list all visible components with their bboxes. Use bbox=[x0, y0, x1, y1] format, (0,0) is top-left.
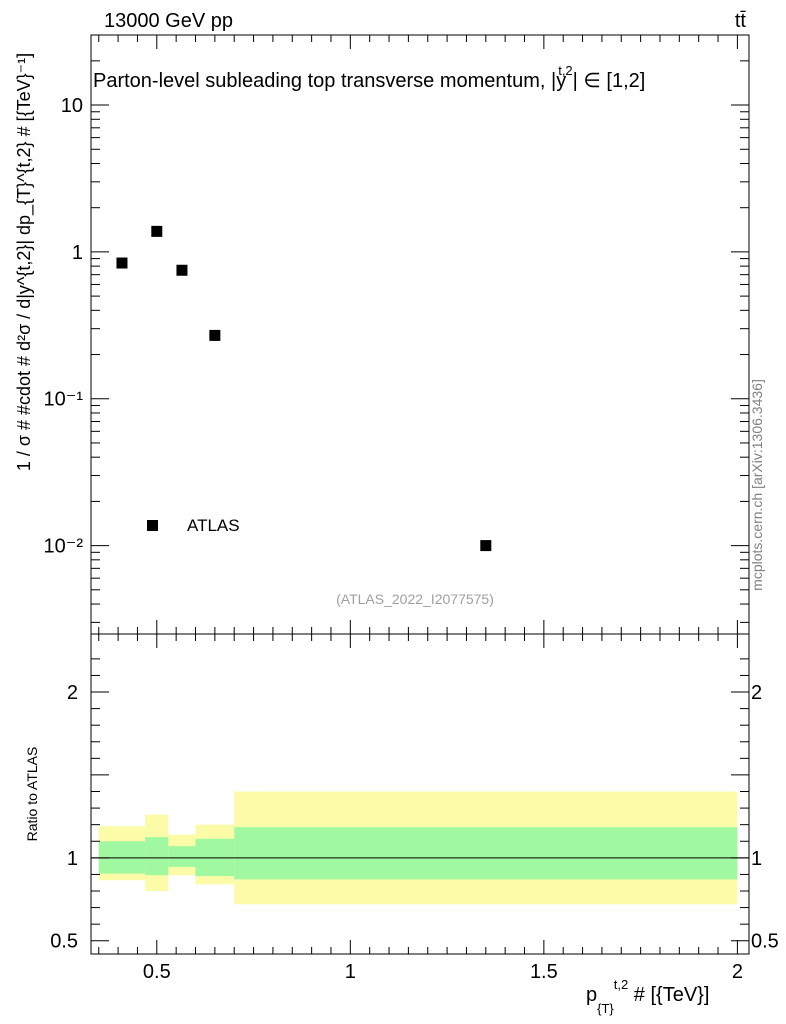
main-y-tick-label: 10⁻² bbox=[44, 536, 84, 558]
ratio-inner-band-1 bbox=[145, 837, 169, 876]
data-point-1 bbox=[151, 225, 163, 237]
ratio-bands bbox=[98, 791, 738, 905]
x-tick-label: 1.5 bbox=[530, 961, 558, 983]
data-point-2 bbox=[176, 264, 188, 276]
legend-label: ATLAS bbox=[187, 516, 240, 535]
data-point-0 bbox=[116, 257, 128, 269]
ratio-inner-band-2 bbox=[168, 846, 196, 867]
main-y-axis-title: 1 / σ # #cdot # d²σ / d|y^{t,2}| dp_{T}^… bbox=[14, 53, 35, 471]
process-label: tt̄ bbox=[735, 10, 747, 32]
axis-ticks bbox=[91, 34, 749, 954]
x-tick-label: 2 bbox=[732, 961, 743, 983]
main-y-tick-label: 10 bbox=[61, 95, 83, 117]
plot-title: Parton-level subleading top transverse m… bbox=[93, 63, 646, 93]
ratio-inner-band-4 bbox=[234, 827, 738, 880]
ratio-y-tick-label-right: 0.5 bbox=[751, 931, 779, 953]
analysis-watermark: (ATLAS_2022_I2077575) bbox=[336, 591, 494, 607]
main-y-tick-label: 10⁻¹ bbox=[44, 389, 84, 411]
x-tick-label: 0.5 bbox=[143, 961, 171, 983]
ratio-y-tick-label-right: 1 bbox=[751, 848, 762, 870]
ratio-y-tick-label-left: 0.5 bbox=[50, 931, 78, 953]
data-points bbox=[116, 225, 492, 552]
mcplots-source-label: mcplots.cern.ch [arXiv:1306.3436] bbox=[749, 379, 765, 591]
ratio-y-tick-label-right: 2 bbox=[751, 682, 762, 704]
plot-title-suffix: | ∈ [1,2] bbox=[572, 70, 646, 92]
ratio-y-tick-label-left: 2 bbox=[67, 682, 78, 704]
plot-title-text: Parton-level subleading top transverse m… bbox=[93, 70, 567, 92]
ratio-plot-frame bbox=[90, 633, 750, 955]
x-tick-label: 1 bbox=[345, 961, 356, 983]
energy-label: 13000 GeV pp bbox=[104, 10, 233, 32]
main-plot-frame bbox=[90, 34, 750, 635]
data-point-4 bbox=[480, 540, 492, 552]
x-axis-title-suffix: # [{TeV}] bbox=[628, 984, 710, 1006]
x-axis-title-superscript: t,2 bbox=[613, 977, 629, 992]
x-axis-title-subscript: {T} bbox=[597, 1001, 614, 1016]
ratio-y-axis-title: Ratio to ATLAS bbox=[24, 747, 40, 842]
ratio-y-tick-label-left: 1 bbox=[67, 848, 78, 870]
tick-labels: 10 1 10⁻¹ 10⁻² 2 2 1 1 0.5 0.5 0.5 1 1.5 2 bbox=[44, 95, 779, 983]
main-y-tick-label: 1 bbox=[72, 242, 83, 264]
legend-marker bbox=[147, 520, 158, 531]
x-axis-title-symbol: p bbox=[586, 984, 598, 1006]
x-axis-title: p{T} t,2 # [{TeV}] bbox=[586, 977, 710, 1016]
plot-title-superscript: t,2 bbox=[558, 63, 573, 78]
data-point-3 bbox=[209, 329, 221, 341]
